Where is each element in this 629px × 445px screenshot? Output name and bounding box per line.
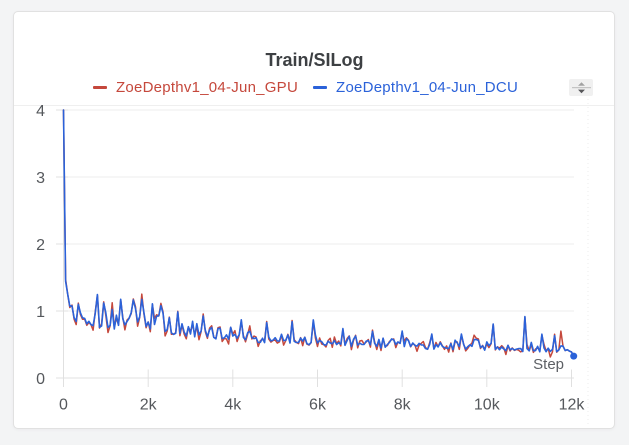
svg-text:4k: 4k [224,397,242,414]
svg-text:Step: Step [533,356,564,373]
svg-text:10k: 10k [474,397,501,414]
svg-text:12k: 12k [559,397,586,414]
svg-text:8k: 8k [394,397,412,414]
svg-text:4: 4 [36,103,45,120]
svg-text:6k: 6k [309,397,327,414]
svg-text:0: 0 [36,371,45,388]
svg-text:3: 3 [36,170,45,187]
svg-text:0: 0 [59,397,68,414]
svg-text:1: 1 [36,304,45,321]
svg-text:2: 2 [36,237,45,254]
svg-text:2k: 2k [140,397,158,414]
